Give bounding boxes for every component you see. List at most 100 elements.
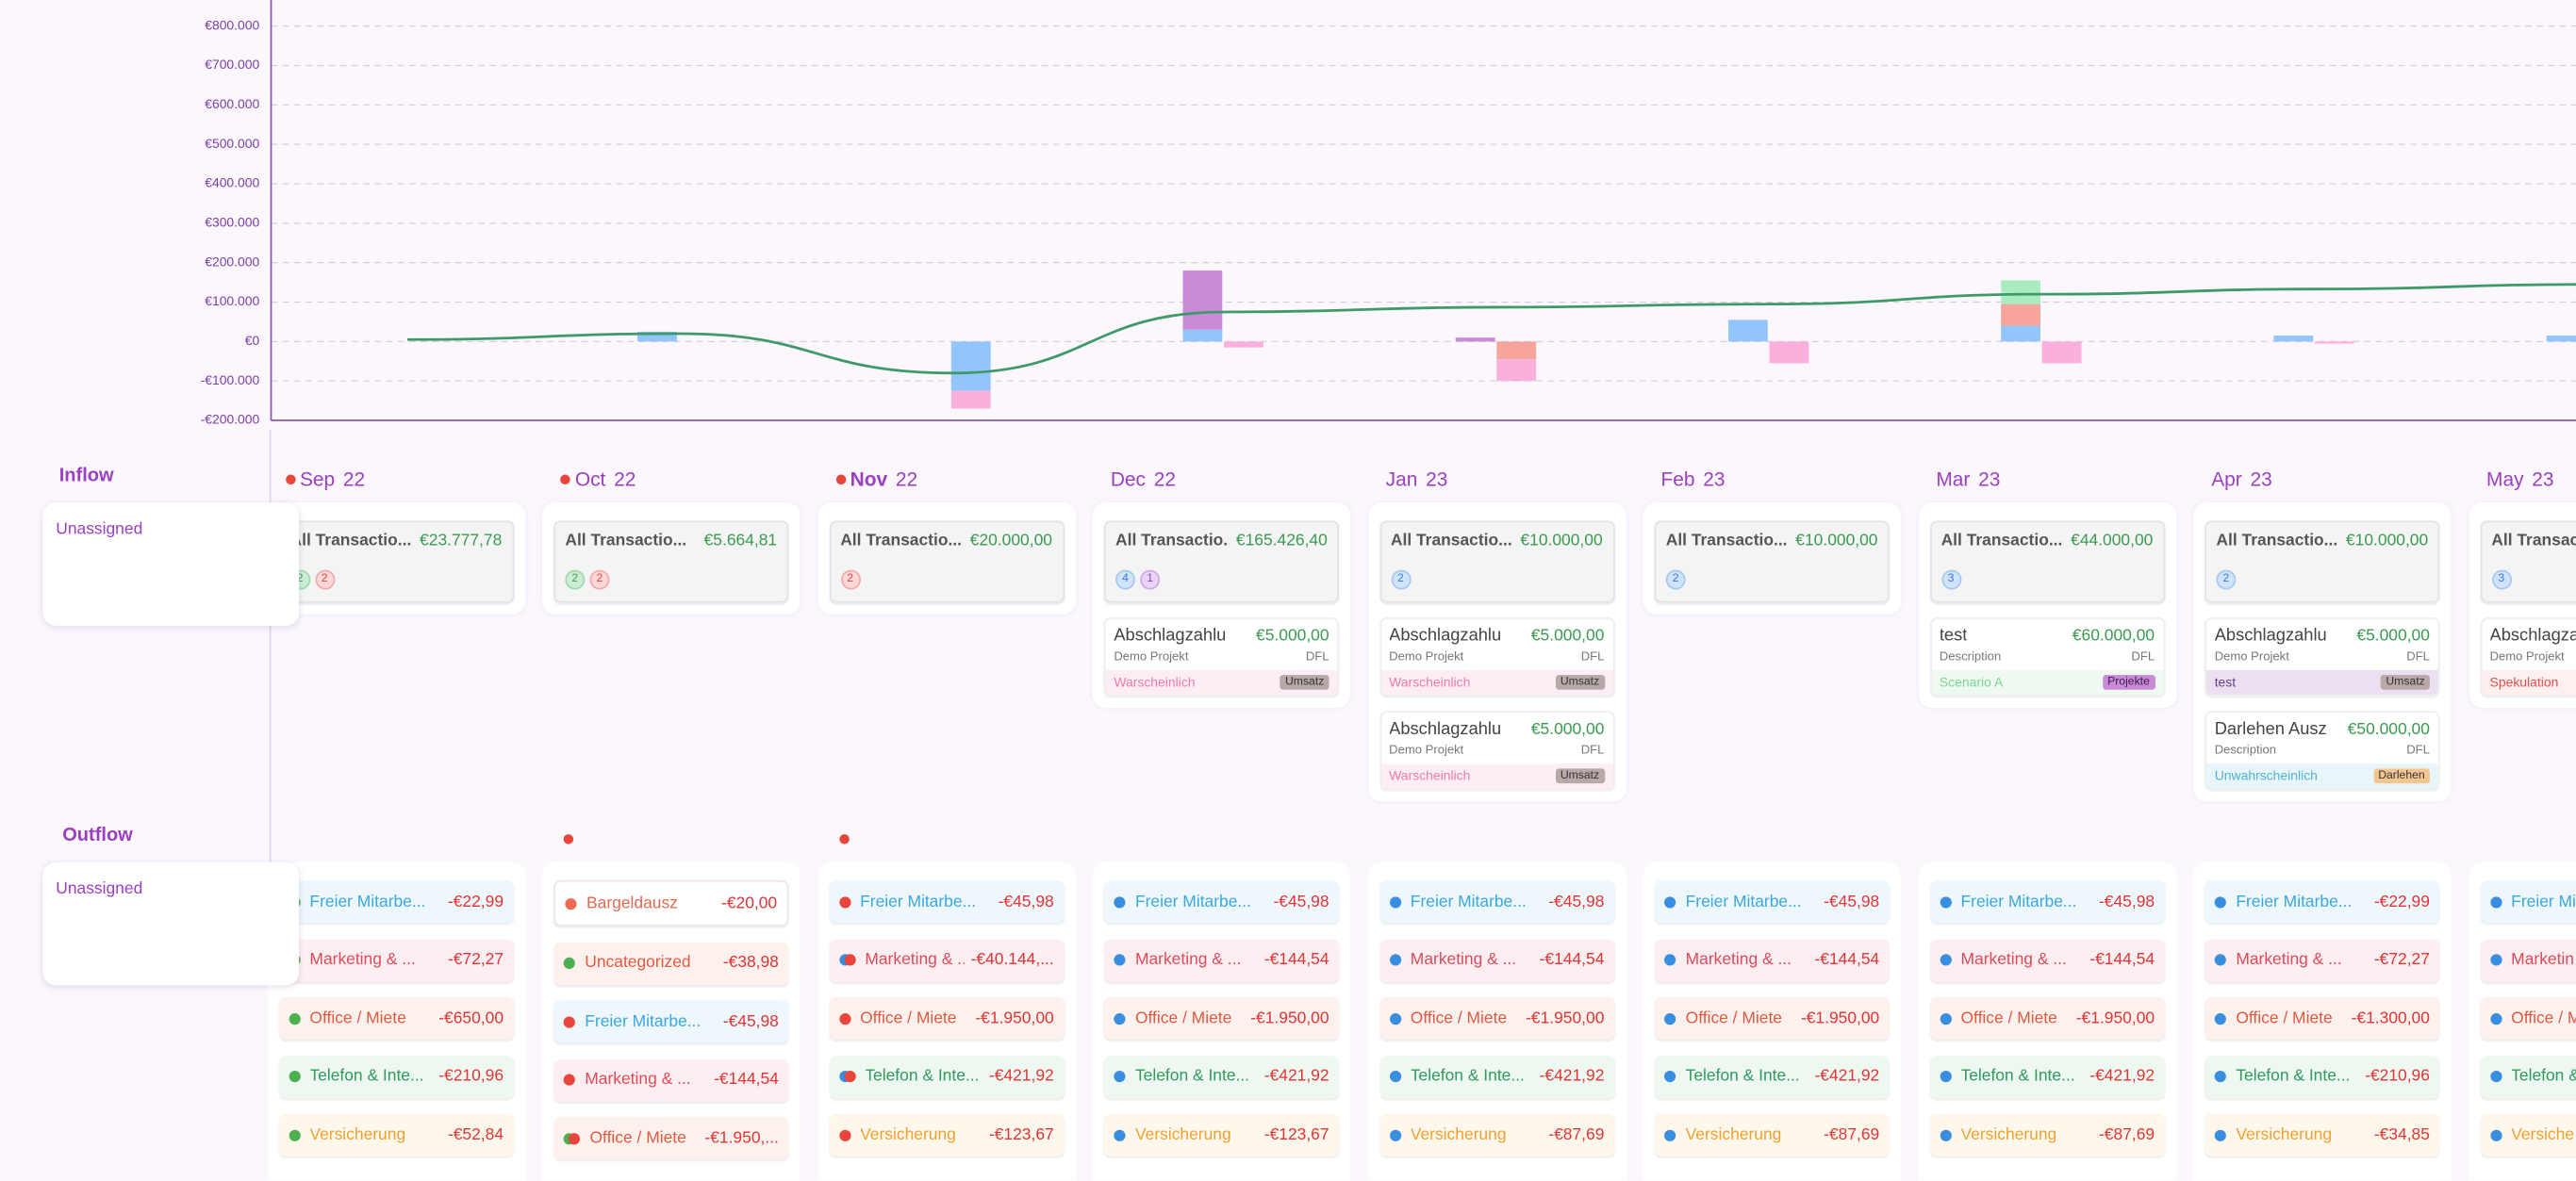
category-card[interactable]: Freier Mitarbe... -€22,99 <box>278 879 514 924</box>
category-card[interactable]: Telefon & Inte... -€421,92 <box>829 1055 1065 1098</box>
category-label: Freier Mitarbe... <box>585 1012 702 1031</box>
summary-title: All Transactio... <box>1390 532 1512 550</box>
category-card[interactable]: Versiche <box>2480 1113 2576 1156</box>
category-card[interactable]: Versicherung -€87,69 <box>1379 1113 1614 1156</box>
category-label: Telefon & <box>2511 1067 2576 1086</box>
summary-card[interactable]: All Transactio... €10.000,00 2 <box>1654 520 1890 603</box>
summary-card[interactable]: All Transactio... €44.000,00 3 <box>1929 520 2165 603</box>
project: Demo Projekt <box>1389 742 1464 758</box>
category-card[interactable]: Marketing & ... -€72,27 <box>2204 938 2440 982</box>
category-card[interactable]: Office / Miete -€1.950,00 <box>1929 996 2165 1040</box>
count-badge: 2 <box>1665 569 1686 590</box>
category-card[interactable]: Telefon & <box>2480 1055 2576 1098</box>
category-card[interactable]: Bargeldausz -€20,00 <box>553 879 789 927</box>
bar <box>2273 336 2314 342</box>
count-badge: 2 <box>314 569 335 590</box>
month-name: Sep <box>299 467 336 491</box>
category-card[interactable]: Versicherung -€123,67 <box>1103 1113 1340 1156</box>
transaction-card[interactable]: Abschlagza Demo Projekt Spekulation <box>2480 617 2576 697</box>
category-card[interactable]: Telefon & Inte... -€421,92 <box>1103 1055 1340 1098</box>
transaction-amount: €5.000,00 <box>2356 626 2430 645</box>
category-card[interactable]: Versicherung -€34,85 <box>2204 1113 2440 1156</box>
category-card[interactable]: Office / Miete -€1.950,00 <box>1379 996 1614 1040</box>
summary-card[interactable]: All Transactio... €23.777,78 2 2 <box>278 520 514 603</box>
category-card[interactable]: Office / Miete -€1.300,00 <box>2204 996 2440 1040</box>
category-card[interactable]: Freier Mitarbe... -€45,98 <box>1654 879 1890 924</box>
transaction-card[interactable]: Abschlagzahlu €5.000,00 Demo Projekt DFL tes… <box>2204 617 2440 697</box>
category-card[interactable]: Marketing & ... -€144,54 <box>1929 938 2165 982</box>
transaction-title: Darlehen Ausz <box>2214 719 2327 740</box>
summary-card[interactable]: All Transactio... €165.426,40 4 1 <box>1103 520 1340 603</box>
bar <box>950 341 991 391</box>
category-dot <box>2214 1071 2226 1083</box>
category-card[interactable]: Marketin <box>2480 938 2576 982</box>
category-card[interactable]: Telefon & Inte... -€421,92 <box>1929 1055 2165 1098</box>
month-column: All Transactio... €10.000,00 2 Abschlagzahl… <box>1367 502 1627 802</box>
month-name: Jan <box>1385 467 1418 491</box>
transaction-card[interactable]: Abschlagzahlu €5.000,00 Demo Projekt DFL War… <box>1103 617 1340 697</box>
category-label: Office / Miete <box>309 1009 406 1027</box>
summary-card[interactable]: All Transactio... €5.664,81 2 2 <box>553 520 789 603</box>
y-tick-label: €500.000 <box>205 136 259 151</box>
category-card[interactable]: Versicherung -€123,67 <box>829 1113 1065 1156</box>
summary-card[interactable]: All Transactio... €10.000,00 2 <box>1379 520 1614 603</box>
category-card[interactable]: Freier Mitarbe... -€45,98 <box>1379 879 1614 924</box>
category-card[interactable]: Office / Miete -€1.950,00 <box>1654 996 1890 1040</box>
category-card[interactable]: Freier Mitarbe... -€22,99 <box>2204 879 2440 924</box>
category-card[interactable]: Telefon & Inte... -€210,96 <box>2204 1055 2440 1098</box>
category-card[interactable]: Telefon & Inte... -€421,92 <box>1654 1055 1890 1098</box>
category-card[interactable]: Marketing & ... -€72,27 <box>278 938 514 982</box>
status-row: Unwahrscheinlich Darlehen <box>2205 763 2438 789</box>
status-row: Warscheinlich Umsatz <box>1105 669 1338 696</box>
category-card[interactable]: Freier Mitarbe... -€45,98 <box>1103 879 1340 924</box>
category-card[interactable]: Office / M <box>2480 996 2576 1040</box>
category-label: Marketing & ... <box>2236 950 2342 969</box>
category-card[interactable]: Uncategorized -€38,98 <box>553 942 789 985</box>
summary-card[interactable]: All Transactio... 3 <box>2480 520 2576 603</box>
project: Description <box>1939 648 2002 664</box>
month-year: 23 <box>2532 467 2554 491</box>
category-card[interactable]: Office / Miete -€1.950,00 <box>1103 996 1340 1040</box>
category-card[interactable]: Marketing & ... -€144,54 <box>553 1058 789 1102</box>
category-amount: -€45,98 <box>998 892 1054 911</box>
category-card[interactable]: Marketing & ... -€144,54 <box>1379 938 1614 982</box>
category-card[interactable]: Versicherung -€52,84 <box>278 1113 514 1156</box>
category-card[interactable]: Office / Miete -€1.950,00 <box>829 996 1065 1040</box>
unassigned-lane[interactable]: Unassigned <box>42 502 300 626</box>
category-card[interactable]: Freier Mitarbe... -€45,98 <box>1929 879 2165 924</box>
category-card[interactable]: Versicherung -€87,69 <box>1929 1113 2165 1156</box>
month-year: 22 <box>614 467 636 491</box>
category-card[interactable]: Freier Mitarbe... -€45,98 <box>553 1000 789 1043</box>
category-card[interactable]: Versicherung -€87,69 <box>1654 1113 1890 1156</box>
summary-title: All Transactio... <box>1115 532 1230 550</box>
category-amount: -€1.950,00 <box>1250 1009 1329 1027</box>
category-card[interactable]: Marketing & ... -€40.144,... <box>829 938 1065 982</box>
category-card[interactable]: Freier Mi <box>2480 879 2576 924</box>
category-dot <box>1664 954 1676 966</box>
category-card[interactable]: Marketing & ... -€144,54 <box>1103 938 1340 982</box>
y-tick-label: €600.000 <box>205 96 259 111</box>
project: Demo Projekt <box>2214 648 2289 664</box>
category-amount: -€144,54 <box>1263 950 1329 969</box>
month-name: Nov <box>850 467 888 491</box>
status-row: test Umsatz <box>2205 669 2438 696</box>
summary-card[interactable]: All Transactio... €10.000,00 2 <box>2204 520 2440 603</box>
category-card[interactable]: Telefon & Inte... -€210,96 <box>278 1055 514 1098</box>
summary-card[interactable]: All Transactio... €20.000,00 2 <box>829 520 1065 603</box>
transaction-card[interactable]: Abschlagzahlu €5.000,00 Demo Projekt DFL War… <box>1379 711 1614 791</box>
bar <box>2001 280 2040 304</box>
category-label: Freier Mitarbe... <box>1960 892 2077 911</box>
summary-title: All Transactio... <box>1665 532 1788 550</box>
unassigned-lane[interactable]: Unassigned <box>42 861 300 986</box>
category-card[interactable]: Freier Mitarbe... -€45,98 <box>829 879 1065 924</box>
card-top: test €60.000,00 <box>1940 626 2155 646</box>
month-header: Feb 23 <box>1661 467 1726 493</box>
transaction-card[interactable]: Darlehen Ausz €50.000,00 Description DFL Unw… <box>2204 711 2440 791</box>
category-card[interactable]: Office / Miete -€1.950,... <box>553 1116 789 1160</box>
category-card[interactable]: Telefon & Inte... -€421,92 <box>1379 1055 1614 1098</box>
category-card[interactable]: Marketing & ... -€144,54 <box>1654 938 1890 982</box>
category-card[interactable]: Office / Miete -€650,00 <box>278 996 514 1040</box>
transaction-card[interactable]: test €60.000,00 Description DFL Scenario A Pr… <box>1929 617 2165 697</box>
transaction-card[interactable]: Abschlagzahlu €5.000,00 Demo Projekt DFL War… <box>1379 617 1614 697</box>
